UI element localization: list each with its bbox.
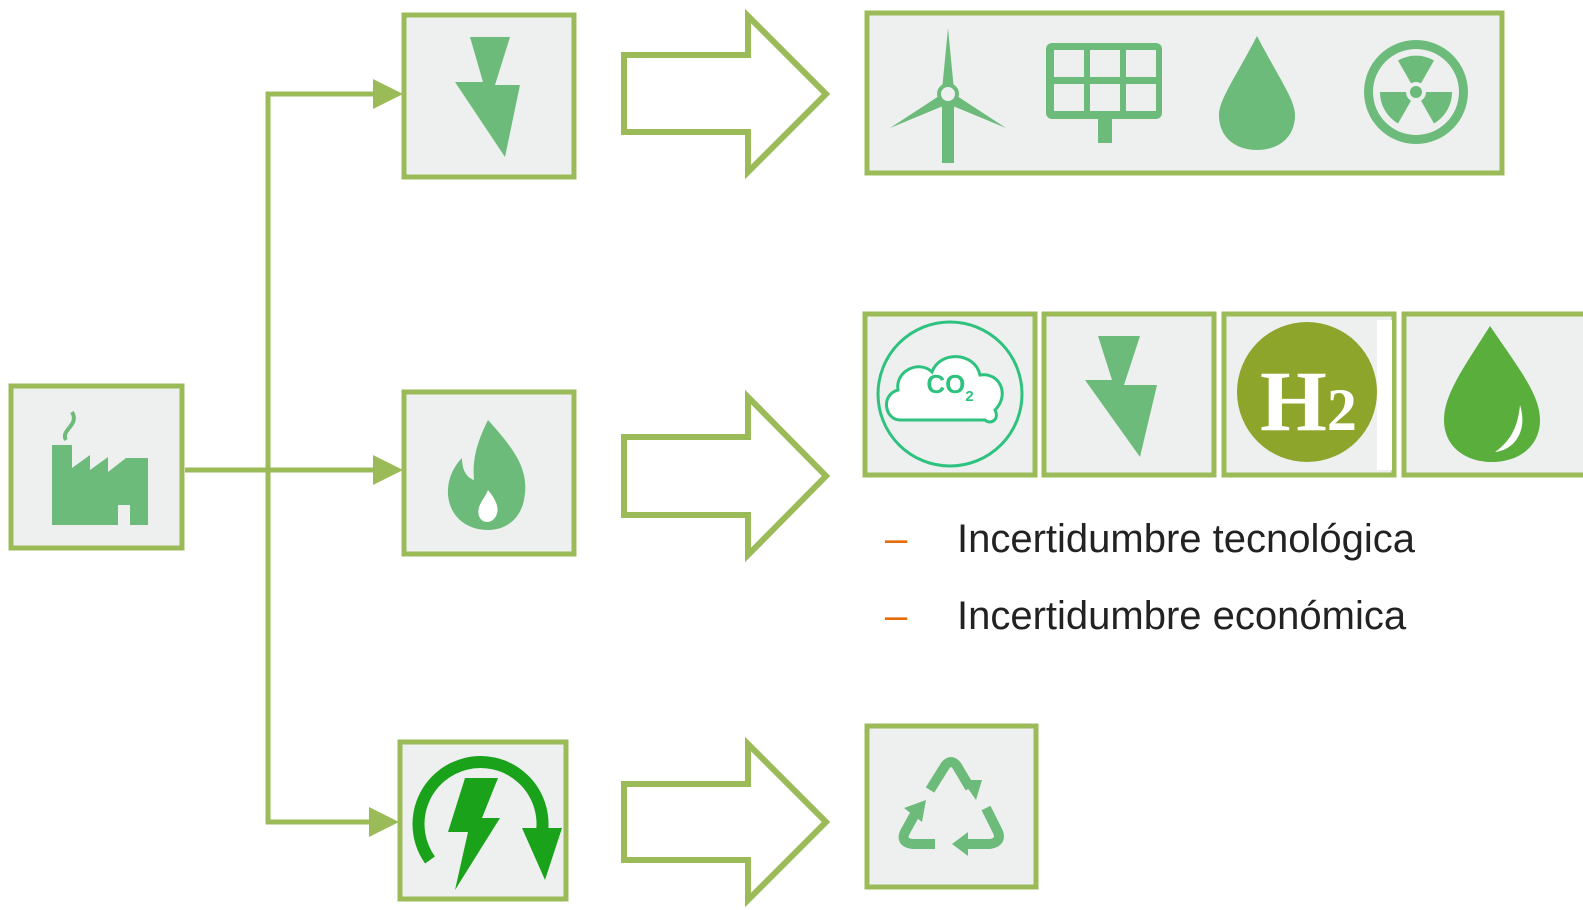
recycle-box — [864, 723, 1039, 890]
big-arrows — [621, 8, 831, 908]
bullet-marker: – — [885, 594, 908, 638]
power-cycle-box — [397, 739, 569, 902]
connectors — [185, 79, 403, 837]
sources-box — [864, 10, 1505, 176]
bullet-text: Incertidumbre tecnológica — [957, 517, 1416, 561]
bullet-marker: – — [885, 517, 908, 561]
bullet-text: Incertidumbre económica — [957, 594, 1407, 638]
h2-label: H2 — [1260, 353, 1357, 449]
alternatives-row: CO2 H2 — [862, 311, 1583, 478]
electricity-box — [401, 12, 577, 180]
fire-box — [401, 389, 577, 557]
bullet-list: – Incertidumbre tecnológica – Incertidum… — [885, 517, 1416, 638]
co2-label: CO2 — [926, 369, 973, 405]
factory-box — [8, 383, 185, 551]
